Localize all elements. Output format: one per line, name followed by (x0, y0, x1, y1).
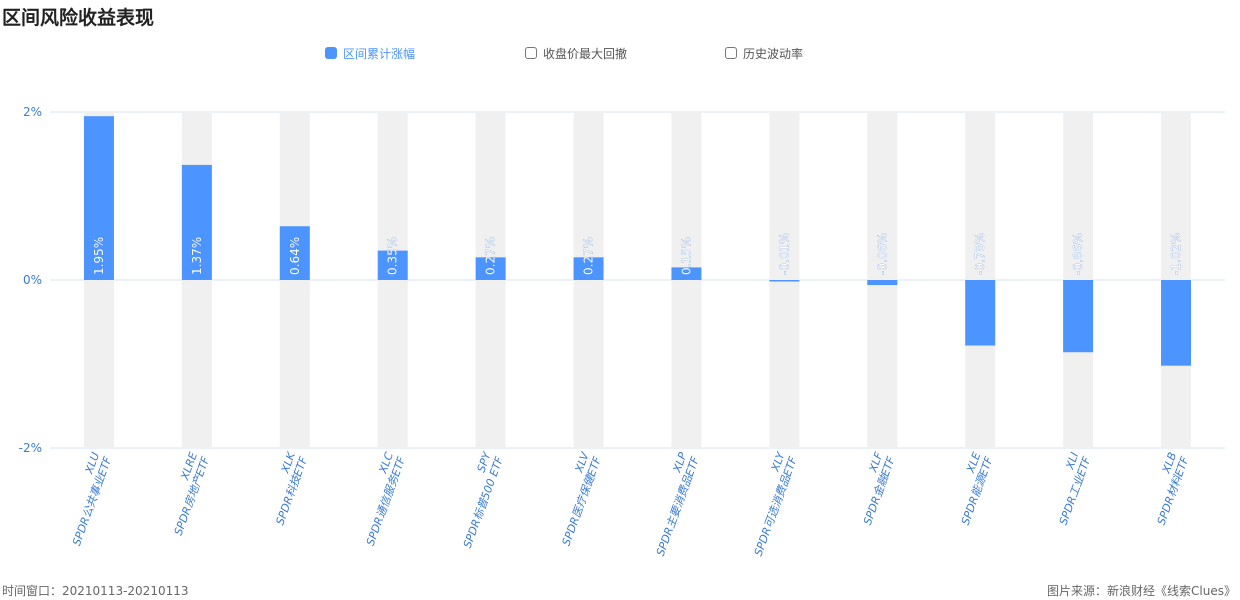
bar (1161, 280, 1192, 366)
bar (279, 226, 310, 280)
bar (867, 280, 898, 286)
bar-value-label: -0.86% (1071, 233, 1085, 275)
bar (83, 116, 114, 280)
y-tick-label: 0% (23, 273, 42, 287)
bar-value-label: 0.27% (582, 237, 596, 275)
bar-value-label: 1.37% (190, 237, 204, 275)
bar (573, 257, 604, 280)
y-tick-label: -2% (19, 441, 42, 455)
bar-value-label: -0.78% (973, 233, 987, 275)
legend-item-cumulative-return[interactable]: 区间累计涨幅 (325, 45, 415, 61)
time-window-note: 时间窗口：20210113-20210113 (2, 584, 189, 598)
legend-label: 区间累计涨幅 (343, 46, 416, 61)
bar (769, 280, 800, 282)
bar (1063, 280, 1094, 353)
legend-checkbox-unchecked-icon (525, 47, 537, 59)
image-source-note: 图片来源：新浪财经《线索Clues》 (1047, 584, 1236, 598)
bar-value-label: 0.27% (484, 237, 498, 275)
legend-label: 历史波动率 (743, 46, 804, 61)
bar (181, 164, 212, 280)
bar (475, 257, 506, 280)
bar (377, 250, 408, 280)
bar-value-label: 0.64% (288, 237, 302, 275)
legend-item-max-drawdown[interactable]: 收盘价最大回撤 (525, 45, 627, 61)
chart-title: 区间风险收益表现 (2, 7, 155, 29)
bar-value-label: -0.06% (875, 233, 889, 275)
bar (965, 280, 996, 346)
bar-value-label: -1.02% (1169, 233, 1183, 275)
legend-item-historical-volatility[interactable]: 历史波动率 (725, 45, 803, 61)
legend-label: 收盘价最大回撤 (543, 46, 628, 61)
bar-value-label: -0.01% (777, 233, 791, 275)
x-tick-code: XLI (1063, 451, 1081, 472)
legend-checkbox-unchecked-icon (725, 47, 737, 59)
bar (671, 267, 702, 280)
legend-checkbox-checked-icon (325, 47, 337, 59)
y-tick-label: 2% (23, 105, 42, 119)
bar-value-label: 0.35% (386, 237, 400, 275)
bar-value-label: 1.95% (92, 237, 106, 275)
bar-value-label: 0.15% (679, 237, 693, 275)
